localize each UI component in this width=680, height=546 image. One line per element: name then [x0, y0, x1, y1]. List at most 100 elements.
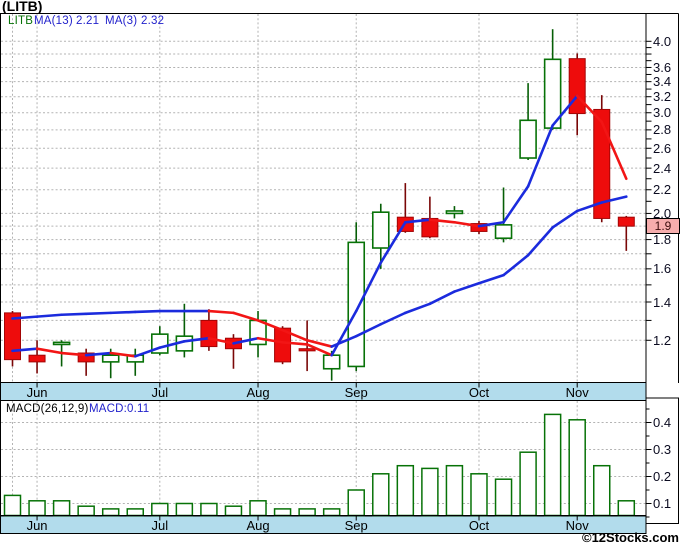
macd-axis-label: 0.4	[653, 415, 672, 430]
ma3-line-segment	[600, 120, 628, 181]
price-axis-label: 2.4	[653, 160, 672, 176]
axis-strips	[0, 382, 647, 534]
ma13-line-segment	[133, 309, 162, 314]
macd-axis-label: 0.3	[653, 442, 672, 457]
month-label-main-oct: Oct	[468, 384, 490, 400]
candle-body	[274, 327, 292, 363]
candle-body	[470, 223, 488, 232]
price-axis-label: 2.6	[653, 140, 672, 156]
candle-body	[28, 354, 46, 363]
ma3-line-segment	[379, 220, 407, 265]
ma3-line-segment	[305, 343, 333, 357]
macd-value-label: MACD:0.11	[89, 403, 150, 415]
macd-bar	[347, 489, 365, 517]
ma3-line-segment	[502, 185, 530, 224]
macd-bar	[396, 464, 415, 517]
month-label-macd-sep: Sep	[344, 517, 368, 533]
ma3-line-segment	[551, 94, 579, 127]
macd-bar	[298, 508, 316, 517]
candle-body	[568, 58, 586, 115]
candle-body	[445, 210, 464, 215]
candle-body	[347, 241, 366, 368]
ma3-line-segment	[256, 336, 284, 344]
ma13-line-segment	[502, 253, 530, 277]
macd-bar	[494, 478, 513, 517]
price-axis-label: 1.8	[653, 232, 672, 248]
month-label-macd-oct: Oct	[468, 517, 490, 533]
ma13-line-segment	[354, 322, 383, 338]
ma13-line-segment	[526, 226, 554, 257]
macd-bar	[273, 508, 292, 517]
month-label-main-aug: Aug	[246, 384, 270, 400]
candle-body	[519, 119, 537, 159]
candle-body	[4, 312, 21, 361]
ma13-line-segment	[404, 302, 432, 315]
ma3-line-segment	[109, 351, 137, 358]
ma13-line-segment	[256, 319, 284, 332]
ma13-line-segment	[330, 334, 358, 348]
macd-bar	[470, 473, 488, 517]
ma3-line-segment	[526, 124, 554, 188]
price-axis-label: 3.0	[653, 105, 672, 121]
ma3-line-segment	[133, 346, 162, 358]
macd-bar	[224, 505, 243, 517]
month-label-macd-jul: Jul	[151, 517, 169, 533]
price-axis-label: 3.4	[653, 74, 672, 90]
legend-symbol: LITB	[8, 15, 34, 27]
ma13-line-segment	[281, 328, 309, 342]
price-axis-label: 2.8	[653, 122, 672, 138]
macd-bar	[592, 464, 611, 517]
legend-ma13-label: MA(13)	[34, 15, 73, 27]
ma3-line-segment	[354, 261, 383, 313]
price-axis-label: 1.6	[653, 261, 672, 277]
ma13-line-segment	[60, 312, 88, 317]
ma13-line-segment	[207, 309, 235, 315]
macd-bar	[568, 419, 586, 517]
macd-bar	[101, 508, 120, 517]
macd-bar	[249, 500, 267, 517]
ma3-line-segment	[11, 347, 39, 353]
ma3-line-segment	[428, 218, 456, 224]
legend-ma3-label: MA(3)	[105, 15, 138, 27]
macd-histogram	[3, 413, 636, 517]
month-strip-macd	[0, 515, 647, 534]
price-axis-label: 2.0	[653, 205, 672, 221]
price-axis-label: 3.6	[653, 59, 672, 75]
candle-body	[593, 108, 611, 219]
price-axis-label: 1.4	[653, 294, 672, 310]
legend-ma13-value: 2.21	[76, 15, 100, 27]
watermark-link[interactable]: ©12Stocks.com	[581, 530, 679, 545]
ma3-line-segment	[232, 336, 260, 345]
price-axis-label: 1.2	[653, 332, 672, 348]
panel-borders	[0, 13, 679, 524]
ma3-line-segment	[207, 336, 235, 345]
ma3-line-segment	[281, 341, 309, 346]
macd-bar	[421, 467, 439, 517]
candle-body	[200, 319, 218, 348]
macd-bar	[52, 500, 71, 517]
ma3-line-segment	[84, 351, 113, 357]
ma13-line-segment	[453, 281, 481, 293]
month-label-macd-jun: Jun	[26, 517, 48, 533]
ma3-line-segment	[60, 351, 88, 357]
macd-bar	[519, 451, 537, 517]
ma13-line-segment	[477, 273, 505, 285]
macd-bar	[151, 502, 169, 517]
ma13-line-segment	[575, 201, 604, 213]
ma3-line-segment	[477, 220, 505, 228]
candle-body	[298, 348, 316, 352]
macd-axis-border	[645, 397, 679, 524]
macd-bar	[126, 508, 145, 517]
ma3-line-segment	[575, 94, 604, 124]
month-label-main-nov: Nov	[565, 384, 589, 400]
candle-body	[322, 354, 341, 370]
month-label-macd-nov: Nov	[565, 517, 589, 533]
main-plot-border	[0, 13, 647, 383]
month-label-macd-aug: Aug	[246, 517, 270, 533]
chart-title: (LITB)	[2, 0, 43, 14]
ma13-line-segment	[84, 311, 113, 316]
candle-body	[617, 216, 635, 227]
macd-bar	[322, 508, 341, 517]
ma13-line	[11, 195, 628, 348]
